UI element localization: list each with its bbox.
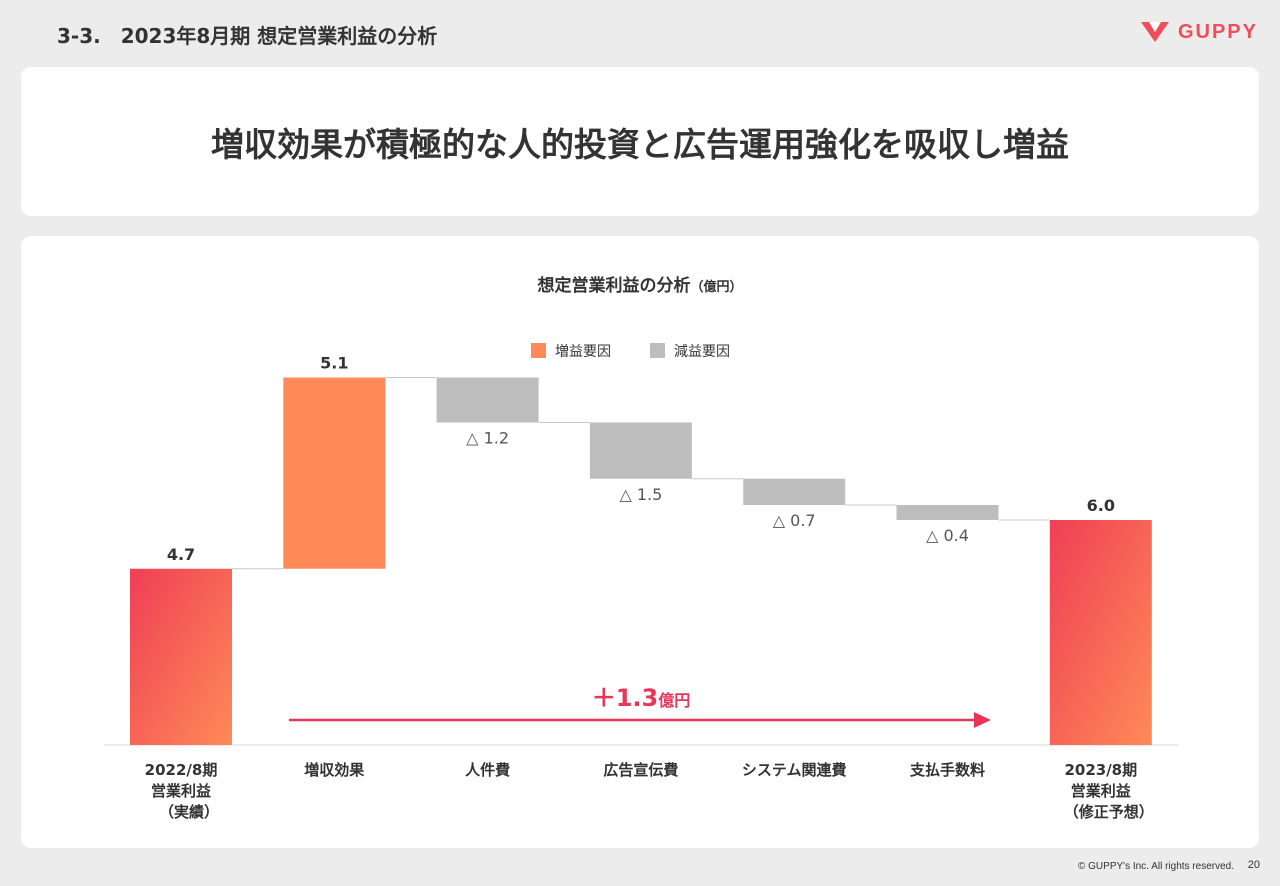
copyright: © GUPPY's Inc. All rights reserved. bbox=[1078, 861, 1234, 872]
guppy-logo: GUPPY bbox=[1140, 20, 1258, 44]
bar-3 bbox=[589, 422, 692, 479]
value-label-0: 4.7 bbox=[167, 545, 195, 564]
bar-6 bbox=[1049, 520, 1152, 745]
category-label-0-1: 営業利益 bbox=[151, 782, 211, 800]
change-arrow-head bbox=[974, 712, 991, 728]
change-annotation-unit: 億円 bbox=[658, 691, 690, 710]
waterfall-chart: 想定営業利益の分析（億円）増益要因 減益要因4.72022/8期営業利益（実績）5… bbox=[104, 275, 1178, 821]
category-label-6-0: 2023/8期 bbox=[1064, 761, 1137, 779]
category-label-4-0: システム関連費 bbox=[742, 761, 847, 779]
chart-title: 想定営業利益の分析（億円） bbox=[537, 275, 742, 296]
change-annotation-value: ＋1.3 bbox=[592, 684, 659, 712]
category-label-0-2: （実績） bbox=[159, 803, 219, 821]
legend-label-1: 減益要因 bbox=[674, 343, 730, 360]
category-label-1-0: 増収効果 bbox=[304, 761, 365, 779]
bar-1 bbox=[283, 377, 386, 569]
value-label-2: △ 1.2 bbox=[466, 429, 509, 448]
headline-card: 増収効果が積極的な人的投資と広告運用強化を吸収し増益 bbox=[21, 67, 1259, 216]
chart-card: 想定営業利益の分析（億円） 増益要因 減益要因 4.7 2022/8期 営業利益 （実績） 5… bbox=[21, 236, 1259, 848]
page-number: 20 bbox=[1247, 859, 1260, 871]
category-label-2-0: 人件費 bbox=[465, 761, 510, 779]
logo-text: GUPPY bbox=[1177, 20, 1258, 43]
category-label-6-2: （修正予想） bbox=[1064, 803, 1154, 821]
value-label-1: 5.1 bbox=[320, 354, 348, 373]
section-title: 3-3. 2023年8月期 想定営業利益の分析 bbox=[57, 24, 438, 48]
value-label-4: △ 0.7 bbox=[773, 511, 816, 530]
category-label-5-0: 支払手数料 bbox=[909, 761, 985, 779]
legend-label-0: 増益要因 bbox=[555, 344, 611, 360]
category-label-0-0: 2022/8期 bbox=[145, 761, 218, 779]
chart-unit: （億円） bbox=[690, 279, 742, 295]
bar-0 bbox=[130, 568, 232, 745]
legend-swatch-1 bbox=[650, 343, 665, 358]
bar-4 bbox=[743, 478, 846, 505]
bar-2 bbox=[436, 377, 539, 423]
chart-title-text: 想定営業利益の分析 bbox=[537, 275, 690, 296]
headline: 増収効果が積極的な人的投資と広告運用強化を吸収し増益 bbox=[211, 124, 1069, 164]
bar-5 bbox=[896, 505, 999, 520]
category-label-6-1: 営業利益 bbox=[1071, 782, 1131, 800]
change-annotation: ＋1.3億円 bbox=[592, 684, 691, 712]
legend-swatch-0 bbox=[531, 343, 546, 358]
category-label-3-0: 広告宣伝費 bbox=[603, 761, 678, 779]
guppy-logo-icon bbox=[1140, 22, 1169, 42]
value-label-6: 6.0 bbox=[1087, 496, 1115, 515]
value-label-3: △ 1.5 bbox=[619, 485, 662, 504]
value-label-5: △ 0.4 bbox=[926, 526, 969, 545]
